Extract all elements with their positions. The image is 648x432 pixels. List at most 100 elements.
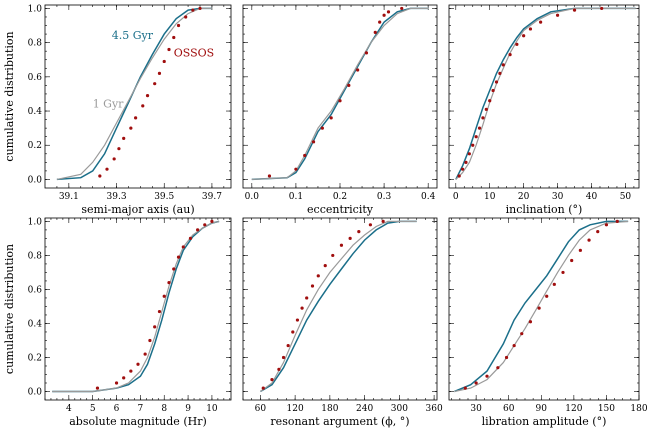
- data-point-ossos: [188, 236, 193, 241]
- data-point-ossos: [305, 296, 309, 300]
- data-point-ossos: [143, 352, 147, 356]
- x-tick-label: 120: [565, 404, 582, 414]
- series-line-gyr45: [251, 7, 429, 181]
- series-line-gyr45: [260, 220, 417, 393]
- data-point-ossos: [310, 284, 315, 288]
- data-point-ossos: [400, 6, 404, 11]
- data-point-ossos: [467, 152, 471, 156]
- data-point-ossos: [457, 174, 461, 178]
- x-tick-label: 0: [453, 192, 459, 202]
- data-point-ossos: [555, 13, 560, 17]
- data-point-ossos: [141, 104, 145, 108]
- data-point-ossos: [378, 20, 382, 24]
- data-point-ossos: [552, 282, 556, 286]
- x-axis-label: absolute magnitude (Hr): [69, 415, 207, 428]
- x-axis-label: eccentricity: [307, 203, 374, 216]
- data-point-ossos: [122, 376, 126, 380]
- x-tick-label: 8: [161, 404, 167, 414]
- x-tick-label: 7: [138, 404, 144, 414]
- data-point-ossos: [261, 386, 265, 390]
- data-point-ossos: [294, 167, 298, 171]
- data-point-ossos: [368, 223, 373, 227]
- panel-frame: [242, 217, 438, 401]
- data-point-ossos: [320, 126, 324, 130]
- data-point-ossos: [286, 343, 290, 348]
- data-point-ossos: [600, 6, 604, 11]
- data-point-ossos: [112, 157, 116, 161]
- data-point-ossos: [501, 63, 505, 67]
- x-tick-label: 39.1: [59, 192, 79, 202]
- x-tick-label: 60: [255, 404, 267, 414]
- x-tick-label: 150: [598, 404, 615, 414]
- data-point-ossos: [537, 306, 541, 310]
- y-tick-label: 0.2: [28, 353, 42, 363]
- data-point-ossos: [172, 35, 176, 40]
- data-point-ossos: [136, 362, 140, 366]
- x-tick-label: 40: [586, 192, 598, 202]
- data-point-ossos: [463, 386, 467, 390]
- data-point-ossos: [491, 88, 495, 93]
- panel-1: 39.1 39.3 39.5 39.7 0.0 0.2 0.4 0.6 0.8 1.0 semi-m…: [3, 4, 232, 216]
- y-tick-label: 0.4: [28, 319, 43, 329]
- data-point-ossos: [98, 174, 102, 178]
- data-point-ossos: [311, 140, 316, 144]
- x-tick-label: 180: [630, 404, 647, 414]
- series-line-gyr1: [52, 220, 220, 393]
- data-point-ossos: [528, 27, 533, 31]
- series-line-gyr1: [251, 7, 429, 180]
- x-axis-label: libration amplitude (°): [482, 415, 607, 428]
- data-point-ossos: [203, 223, 207, 227]
- data-point-ossos: [105, 167, 109, 171]
- data-point-ossos: [300, 306, 304, 310]
- data-point-ossos: [267, 174, 272, 178]
- x-tick-label: 30: [470, 404, 482, 414]
- x-tick-label: 39.5: [154, 192, 174, 202]
- series-line-gyr45: [455, 7, 636, 180]
- panel-frame: [44, 4, 232, 189]
- panel-frame: [448, 4, 640, 189]
- x-tick-label: 0.2: [333, 192, 347, 202]
- y-tick-label: 0.8: [28, 39, 43, 49]
- annotation-gyr1: 1 Gyr: [93, 98, 124, 111]
- data-point-ossos: [381, 219, 385, 224]
- data-point-ossos: [277, 367, 281, 371]
- data-point-ossos: [504, 355, 509, 360]
- data-point-ossos: [561, 270, 565, 275]
- x-tick-label: 50: [620, 192, 632, 202]
- y-axis-label: cumulative distribution: [3, 244, 16, 374]
- series-line-gyr1: [454, 220, 629, 393]
- data-point-ossos: [356, 68, 360, 72]
- data-point-ossos: [316, 274, 320, 278]
- data-point-ossos: [153, 325, 157, 329]
- series-line-gyr45: [56, 7, 212, 181]
- data-point-ossos: [114, 381, 119, 385]
- x-tick-label: 120: [287, 404, 304, 414]
- data-point-ossos: [572, 8, 577, 12]
- panel-frame: [44, 217, 232, 401]
- data-point-ossos: [496, 366, 500, 370]
- y-tick-label: 0.0: [28, 175, 43, 185]
- data-point-ossos: [198, 6, 202, 11]
- series-line-gyr45: [454, 220, 629, 393]
- x-tick-label: 39.3: [107, 192, 127, 202]
- y-tick-label: 0.8: [28, 251, 43, 261]
- data-point-ossos: [485, 374, 489, 378]
- x-tick-label: 10: [484, 192, 496, 202]
- x-tick-label: 0.0: [245, 192, 260, 202]
- data-point-ossos: [382, 13, 386, 17]
- data-point-ossos: [484, 107, 488, 111]
- data-point-ossos: [515, 42, 519, 46]
- data-point-ossos: [347, 83, 351, 87]
- data-point-ossos: [167, 281, 171, 285]
- x-axis-label: resonant argument (ϕ, °): [270, 415, 409, 428]
- data-point-ossos: [494, 80, 499, 84]
- x-tick-label: 4: [66, 404, 72, 414]
- x-tick-label: 30: [552, 192, 564, 202]
- data-point-ossos: [184, 15, 188, 19]
- annotation-ossos: OSSOS: [174, 46, 214, 59]
- x-tick-label: 300: [391, 404, 408, 414]
- data-point-ossos: [615, 219, 619, 224]
- data-point-ossos: [587, 238, 591, 242]
- x-tick-label: 90: [536, 404, 548, 414]
